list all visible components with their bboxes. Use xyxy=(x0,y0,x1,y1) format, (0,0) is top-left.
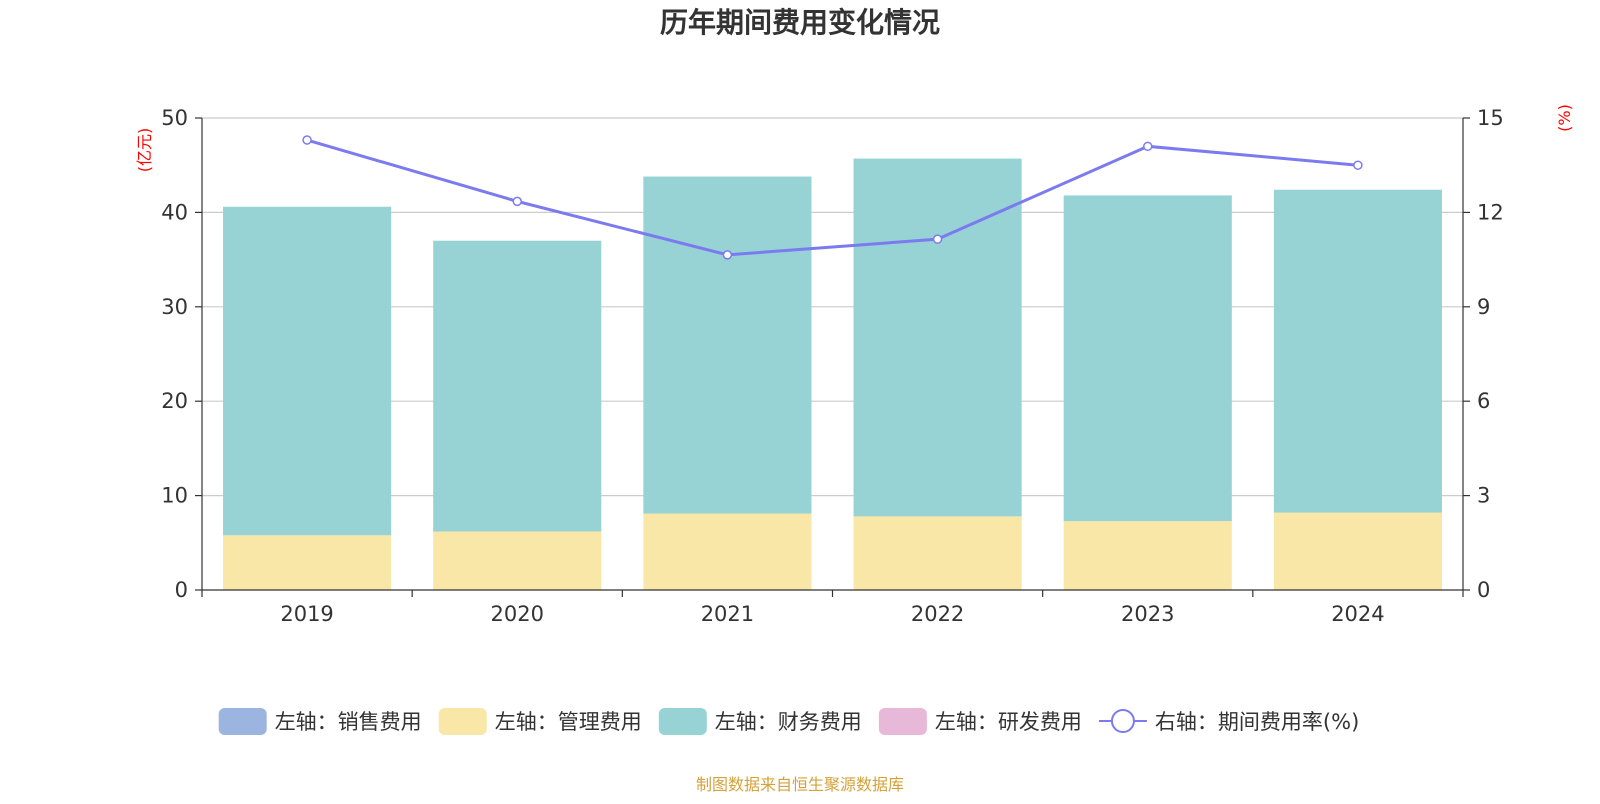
right-tick-label: 9 xyxy=(1477,295,1490,319)
legend-item[interactable]: 右轴：期间费用率(%) xyxy=(1098,709,1359,734)
left-axis-unit-label: (亿元) xyxy=(135,128,154,173)
legend-swatch xyxy=(218,708,267,735)
legend-label: 左轴：研发费用 xyxy=(935,710,1082,734)
bar-series xyxy=(223,158,1442,590)
left-tick-label: 0 xyxy=(175,578,188,602)
right-tick-label: 12 xyxy=(1477,200,1504,224)
rate-point xyxy=(722,250,733,260)
chart-title: 历年期间费用变化情况 xyxy=(660,6,940,39)
rate-line xyxy=(306,138,1359,257)
source-note: 制图数据来自恒生聚源数据库 xyxy=(696,775,904,794)
x-tick-label: 2021 xyxy=(701,602,754,626)
rate-point xyxy=(1353,160,1363,170)
left-tick-label: 50 xyxy=(161,106,188,130)
x-tick-label: 2020 xyxy=(491,602,544,626)
right-tick-label: 15 xyxy=(1477,106,1504,130)
right-tick-label: 3 xyxy=(1477,484,1490,508)
bar-segment xyxy=(643,176,812,514)
right-tick-label: 0 xyxy=(1477,578,1490,602)
axes: 0 10 20 30 40 50 0 3 6 9 12 15 2019 2020 2021 2022 2023 2… xyxy=(161,106,1503,626)
legend-swatch xyxy=(658,708,707,735)
legend-swatch xyxy=(438,708,487,735)
x-tick-label: 2023 xyxy=(1121,602,1174,626)
legend-item[interactable]: 左轴：销售费用 xyxy=(218,708,422,735)
grid-lines xyxy=(202,117,1463,497)
bar-segment xyxy=(1273,189,1442,513)
legend-circle-icon xyxy=(1110,709,1135,733)
left-tick-label: 30 xyxy=(161,295,188,319)
bar-segment xyxy=(1273,512,1442,590)
legend-label: 右轴：期间费用率(%) xyxy=(1155,710,1359,734)
line-series xyxy=(302,135,1363,260)
legend-item[interactable]: 左轴：财务费用 xyxy=(658,708,862,735)
x-tick-label: 2024 xyxy=(1331,602,1384,626)
left-tick-label: 40 xyxy=(161,200,188,224)
bar-segment xyxy=(1063,195,1232,522)
legend-item[interactable]: 左轴：管理费用 xyxy=(438,708,642,735)
bar-segment xyxy=(223,206,392,536)
bar-segment xyxy=(643,513,812,590)
rate-point xyxy=(512,196,522,207)
right-tick-label: 6 xyxy=(1477,389,1490,413)
legend-label: 左轴：财务费用 xyxy=(715,710,862,734)
left-tick-label: 20 xyxy=(161,389,188,413)
legend-label: 左轴：管理费用 xyxy=(495,710,642,734)
legend-item[interactable]: 左轴：研发费用 xyxy=(878,708,1082,735)
legend-label: 左轴：销售费用 xyxy=(275,710,422,734)
rate-point xyxy=(1143,141,1153,152)
rate-point xyxy=(302,135,312,145)
bar-segment xyxy=(223,535,392,590)
right-axis-unit-label: (%) xyxy=(1555,104,1574,132)
left-tick-label: 10 xyxy=(161,484,188,508)
x-tick-label: 2022 xyxy=(911,602,964,626)
bar-segment xyxy=(853,158,1022,517)
bar-segment xyxy=(1063,521,1232,590)
rate-point xyxy=(932,234,943,244)
legend: 左轴：销售费用 左轴：管理费用 左轴：财务费用 左轴：研发费用 右轴：期间费用率(%) xyxy=(218,708,1359,735)
x-tick-label: 2019 xyxy=(280,602,333,626)
bar-segment xyxy=(433,531,602,590)
bar-segment xyxy=(433,240,602,532)
legend-swatch xyxy=(878,708,927,735)
bar-segment xyxy=(853,516,1022,590)
